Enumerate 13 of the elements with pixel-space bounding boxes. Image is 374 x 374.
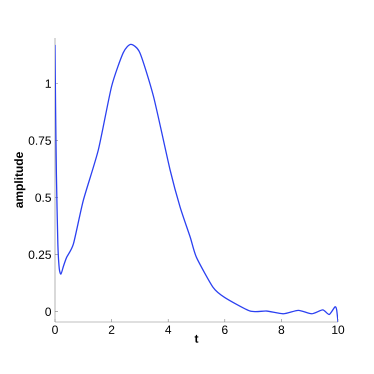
x-tick-label: 10 bbox=[332, 326, 344, 334]
x-tick-label: 0 bbox=[52, 326, 58, 334]
y-tick-label: 0 bbox=[45, 308, 52, 316]
y-tick-label: 0.25 bbox=[28, 250, 51, 259]
y-tick-label: 1 bbox=[46, 80, 51, 88]
y-tick-label: 0.75 bbox=[28, 136, 51, 145]
x-tick-label: 4 bbox=[165, 326, 172, 334]
y-axis-title: amplitude bbox=[14, 152, 26, 208]
x-tick-label: 8 bbox=[278, 326, 284, 334]
x-tick-label: 6 bbox=[222, 326, 228, 334]
y-tick-label: 0.5 bbox=[35, 193, 51, 202]
x-tick-label: 2 bbox=[108, 326, 114, 334]
x-axis-title: t bbox=[194, 334, 198, 343]
